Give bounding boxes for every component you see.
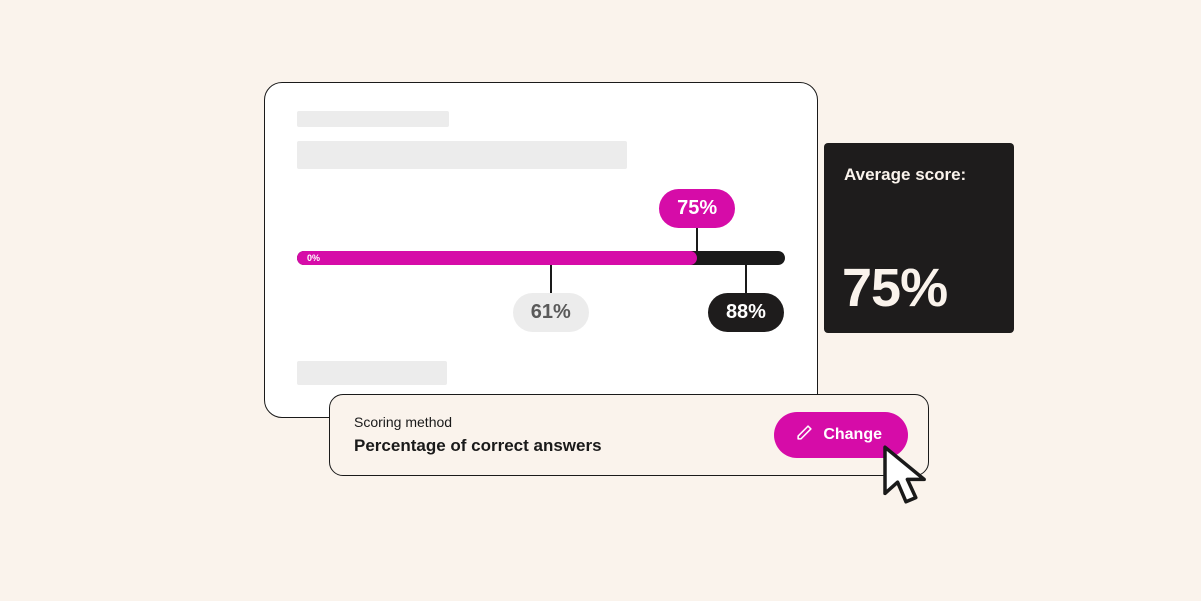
- callout-pill-low: 61%: [513, 293, 589, 332]
- callout-value: 61%: [531, 301, 571, 323]
- callout-value: 75%: [677, 197, 717, 219]
- callout-connector-top: [696, 225, 698, 251]
- score-card: 0% 75% 61% 88%: [264, 82, 818, 418]
- slider-track: 0%: [297, 251, 785, 265]
- placeholder-line-3: [297, 361, 447, 385]
- slider-min-label: 0%: [307, 253, 320, 263]
- average-score-panel: Average score: 75%: [824, 143, 1014, 333]
- cursor-icon: [878, 443, 934, 505]
- callout-value: 88%: [726, 301, 766, 323]
- average-score-label: Average score:: [844, 165, 994, 185]
- scoring-method-value: Percentage of correct answers: [354, 436, 602, 456]
- slider-fill: [297, 251, 697, 265]
- scoring-method-bar: Scoring method Percentage of correct ans…: [329, 394, 929, 476]
- callout-pill-high: 88%: [708, 293, 784, 332]
- callout-pill-current: 75%: [659, 189, 735, 228]
- scoring-method-label: Scoring method: [354, 414, 602, 430]
- score-slider[interactable]: 0% 75% 61% 88%: [297, 251, 785, 265]
- callout-connector-bottom-left: [550, 265, 552, 293]
- scoring-method-text: Scoring method Percentage of correct ans…: [354, 414, 602, 456]
- placeholder-line-1: [297, 111, 449, 127]
- callout-connector-bottom-right: [745, 265, 747, 293]
- average-score-value: 75%: [842, 257, 947, 319]
- pencil-icon: [796, 424, 813, 446]
- change-button-label: Change: [823, 426, 882, 444]
- placeholder-line-2: [297, 141, 627, 169]
